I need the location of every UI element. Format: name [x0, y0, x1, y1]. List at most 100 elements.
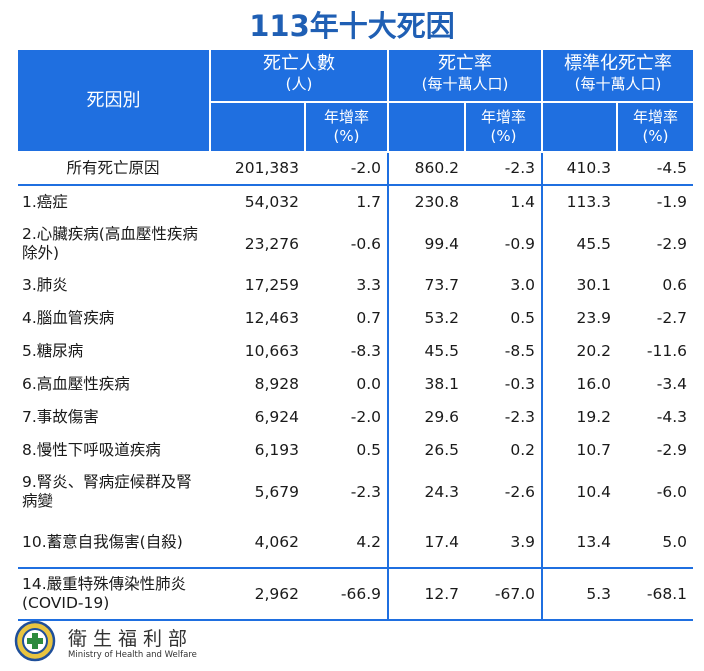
header-std-rate-growth: 年增率 (%) [617, 102, 693, 153]
deaths-cell: 54,032 [244, 193, 299, 211]
deaths-cell: 8,928 [254, 375, 299, 393]
std-rate-cell: 16.0 [576, 375, 611, 393]
std-rate-growth-cell: -68.1 [617, 567, 693, 621]
deaths-growth-cell: -2.0 [305, 401, 389, 434]
table-row: 1.癌症 54,032 1.7 230.8 1.4 113.3 -1.9 [18, 185, 693, 219]
header-rate-blank [388, 102, 466, 153]
deaths-growth-cell: -66.9 [305, 567, 389, 621]
std-rate-growth-cell: -6.0 [656, 482, 687, 501]
rate-cell: 860.2 [388, 152, 465, 186]
header-deaths-growth: 年增率 (%) [305, 102, 389, 153]
header-deaths-blank [210, 102, 306, 153]
header-std-rate-blank [542, 102, 618, 153]
deaths-growth-cell: 3.3 [305, 269, 389, 302]
table-row: 4.腦血管疾病 12,463 0.7 53.2 0.5 23.9 -2.7 [18, 302, 693, 335]
deaths-cell: 4,062 [254, 532, 299, 551]
cause-cell: 9.腎炎、腎病症候群及腎病變 [22, 473, 192, 510]
rate-cell: 53.2 [424, 309, 459, 327]
header-deaths-label: 死亡人數 [263, 53, 335, 74]
std-rate-growth-cell: -4.3 [656, 408, 687, 426]
rate-growth-cell: -2.3 [465, 152, 543, 186]
growth-unit: (%) [642, 127, 669, 145]
table-row: 5.糖尿病 10,663 -8.3 45.5 -8.5 20.2 -11.6 [18, 335, 693, 368]
deaths-cell: 6,193 [254, 441, 299, 459]
rate-growth-cell: 3.0 [465, 269, 543, 302]
cause-cell: 5.糖尿病 [22, 342, 84, 360]
table-row: 10.蓄意自我傷害(自殺) 4,062 4.2 17.4 3.9 13.4 5.… [18, 517, 693, 568]
rate-cell: 45.5 [424, 342, 459, 360]
cause-cell: 2.心臟疾病(高血壓性疾病除外) [22, 225, 198, 262]
growth-unit: (%) [490, 127, 517, 145]
std-rate-cell: 410.3 [542, 152, 617, 186]
deaths-cell: 2,962 [210, 567, 305, 621]
deaths-cell: 201,383 [210, 152, 305, 186]
std-rate-cell: 13.4 [576, 532, 611, 551]
std-rate-cell: 45.5 [576, 234, 611, 253]
rate-cell: 99.4 [424, 234, 459, 253]
growth-label: 年增率 [480, 108, 526, 126]
std-rate-cell: 30.1 [576, 276, 611, 294]
table-row: 7.事故傷害 6,924 -2.0 29.6 -2.3 19.2 -4.3 [18, 401, 693, 434]
cause-cell: 6.高血壓性疾病 [22, 375, 130, 393]
ministry-name-zh: 衛生福利部 [68, 628, 194, 650]
std-rate-growth-cell: -2.9 [656, 441, 687, 459]
deaths-growth-cell: 4.2 [305, 517, 389, 568]
rate-cell: 73.7 [424, 276, 459, 294]
std-rate-growth-cell: -2.7 [656, 309, 687, 327]
deaths-cell: 23,276 [244, 234, 299, 253]
cause-cell: 14.嚴重特殊傳染性肺炎(COVID-19) [18, 567, 210, 621]
deaths-growth-cell: -0.6 [305, 219, 389, 269]
rate-growth-cell: 1.4 [465, 185, 543, 219]
rate-growth-cell: 0.5 [465, 302, 543, 335]
rate-cell: 38.1 [424, 375, 459, 393]
causes-of-death-table: 死因別 死亡人數 (人) 死亡率 (每十萬人口) 標準化死亡率 (每十萬人口) … [18, 50, 693, 621]
std-rate-cell: 5.3 [542, 567, 617, 621]
deaths-cell: 10,663 [244, 342, 299, 360]
growth-label: 年增率 [632, 108, 678, 126]
rate-cell: 29.6 [424, 408, 459, 426]
cause-cell: 1.癌症 [22, 193, 68, 211]
cause-cell: 10.蓄意自我傷害(自殺) [22, 532, 183, 551]
deaths-growth-cell: -2.0 [305, 152, 389, 186]
rate-cell: 12.7 [388, 567, 465, 621]
rate-cell: 230.8 [414, 193, 459, 211]
deaths-growth-cell: -2.3 [305, 467, 389, 517]
table-row: 6.高血壓性疾病 8,928 0.0 38.1 -0.3 16.0 -3.4 [18, 368, 693, 401]
rate-growth-cell: 0.2 [465, 434, 543, 467]
std-rate-growth-cell: -4.5 [617, 152, 693, 186]
std-rate-cell: 10.4 [576, 482, 611, 501]
rate-cell: 24.3 [424, 482, 459, 501]
table-row: 2.心臟疾病(高血壓性疾病除外) 23,276 -0.6 99.4 -0.9 4… [18, 219, 693, 269]
std-rate-cell: 19.2 [576, 408, 611, 426]
cause-cell: 3.肺炎 [22, 276, 68, 294]
table-row-all-causes: 所有死亡原因 201,383 -2.0 860.2 -2.3 410.3 -4.… [18, 152, 693, 186]
deaths-cell: 6,924 [254, 408, 299, 426]
header-rate-label: 死亡率 [438, 53, 492, 74]
rate-growth-cell: -0.9 [465, 219, 543, 269]
deaths-growth-cell: 0.0 [305, 368, 389, 401]
header-rate-unit: (每十萬人口) [421, 75, 509, 93]
header-rate: 死亡率 (每十萬人口) [388, 50, 543, 103]
header-std-rate-unit: (每十萬人口) [574, 75, 662, 93]
header-deaths-unit: (人) [285, 75, 313, 93]
footer: 衛生福利部 Ministry of Health and Welfare [10, 620, 310, 666]
std-rate-growth-cell: -1.9 [656, 193, 687, 211]
rate-cell: 17.4 [424, 532, 459, 551]
std-rate-cell: 113.3 [566, 193, 611, 211]
deaths-cell: 17,259 [244, 276, 299, 294]
rate-growth-cell: -2.3 [465, 401, 543, 434]
deaths-growth-cell: -8.3 [305, 335, 389, 368]
rate-growth-cell: -67.0 [465, 567, 543, 621]
table-row-covid: 14.嚴重特殊傳染性肺炎(COVID-19) 2,962 -66.9 12.7 … [18, 567, 693, 621]
page-title: 113年十大死因 [249, 9, 455, 43]
table-row: 8.慢性下呼吸道疾病 6,193 0.5 26.5 0.2 10.7 -2.9 [18, 434, 693, 467]
deaths-growth-cell: 1.7 [305, 185, 389, 219]
ministry-name-en: Ministry of Health and Welfare [68, 650, 197, 660]
std-rate-growth-cell: -2.9 [656, 234, 687, 253]
growth-label: 年增率 [323, 108, 369, 126]
cause-cell: 所有死亡原因 [18, 152, 210, 186]
std-rate-growth-cell: -11.6 [646, 342, 687, 360]
deaths-growth-cell: 0.5 [305, 434, 389, 467]
header-std-rate: 標準化死亡率 (每十萬人口) [542, 50, 693, 103]
header-std-rate-label: 標準化死亡率 [564, 53, 672, 74]
